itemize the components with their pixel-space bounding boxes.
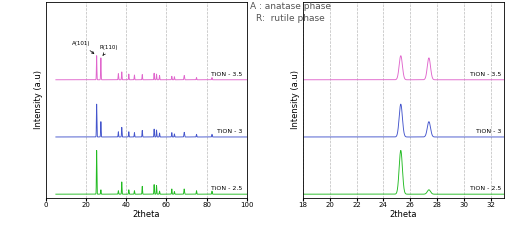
Y-axis label: Intensity (a.u): Intensity (a.u) [291,70,300,129]
Text: TiON - 3: TiON - 3 [476,129,501,134]
Text: TiON - 3: TiON - 3 [217,129,243,134]
Text: TiON - 2.5: TiON - 2.5 [211,187,243,192]
X-axis label: 2theta: 2theta [390,210,417,219]
Y-axis label: Intensity (a.u): Intensity (a.u) [34,70,43,129]
Text: R(110): R(110) [100,45,119,55]
Text: TiON - 3.5: TiON - 3.5 [211,72,243,77]
X-axis label: 2theta: 2theta [132,210,160,219]
Text: A : anatase phase
R:  rutile phase: A : anatase phase R: rutile phase [249,2,331,23]
Text: TiON - 3.5: TiON - 3.5 [470,72,501,77]
Text: A(101): A(101) [72,41,94,54]
Text: TiON - 2.5: TiON - 2.5 [470,187,501,192]
